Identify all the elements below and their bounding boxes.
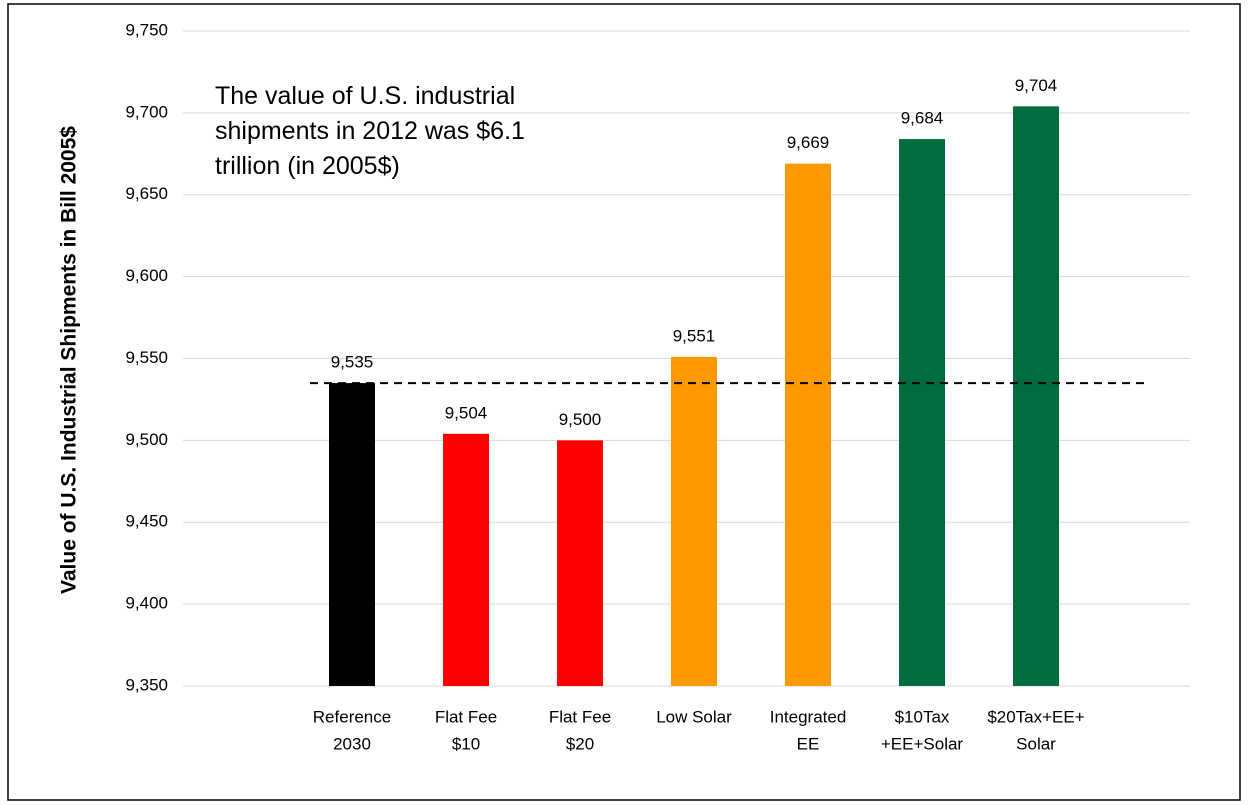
x-tick-label: Integrated [770,707,847,726]
x-tick-label: Solar [1016,734,1056,753]
bar [1013,106,1059,686]
y-tick-label: 9,750 [125,20,168,39]
value-label: 9,551 [673,326,716,345]
bar [899,139,945,686]
annotation: trillion (in 2005$) [215,152,400,180]
y-tick-label: 9,700 [125,102,168,121]
annotation: The value of U.S. industrial [215,82,515,110]
value-label: 9,669 [787,133,830,152]
x-tick-label: Low Solar [656,707,732,726]
value-label: 9,504 [445,403,488,422]
bar [785,163,831,686]
y-tick-label: 9,500 [125,430,168,449]
x-tick-label: EE [797,734,820,753]
x-tick-label: Reference [313,707,391,726]
x-tick-label: $20 [566,734,594,753]
x-tick-label: $10Tax [895,707,950,726]
bar [443,433,489,686]
x-tick-label: Flat Fee [549,707,611,726]
y-tick-label: 9,400 [125,594,168,613]
value-label: 9,535 [331,353,374,372]
x-tick-label: 2030 [333,734,371,753]
value-label: 9,500 [559,410,602,429]
x-tick-label: Flat Fee [435,707,497,726]
y-axis-title: Value of U.S. Industrial Shipments in Bi… [58,126,81,594]
y-tick-label: 9,350 [125,675,168,694]
x-tick-label: $10 [452,734,480,753]
x-tick-label: $20Tax+EE+ [987,707,1084,726]
y-tick-label: 9,450 [125,512,168,531]
y-tick-label: 9,550 [125,348,168,367]
bar [329,383,375,686]
bar [557,440,603,686]
value-label: 9,684 [901,109,944,128]
value-label: 9,704 [1015,76,1058,95]
x-tick-label: +EE+Solar [881,734,964,753]
annotation: shipments in 2012 was $6.1 [215,117,525,145]
bar [671,356,717,686]
y-tick-label: 9,600 [125,266,168,285]
y-tick-label: 9,650 [125,184,168,203]
